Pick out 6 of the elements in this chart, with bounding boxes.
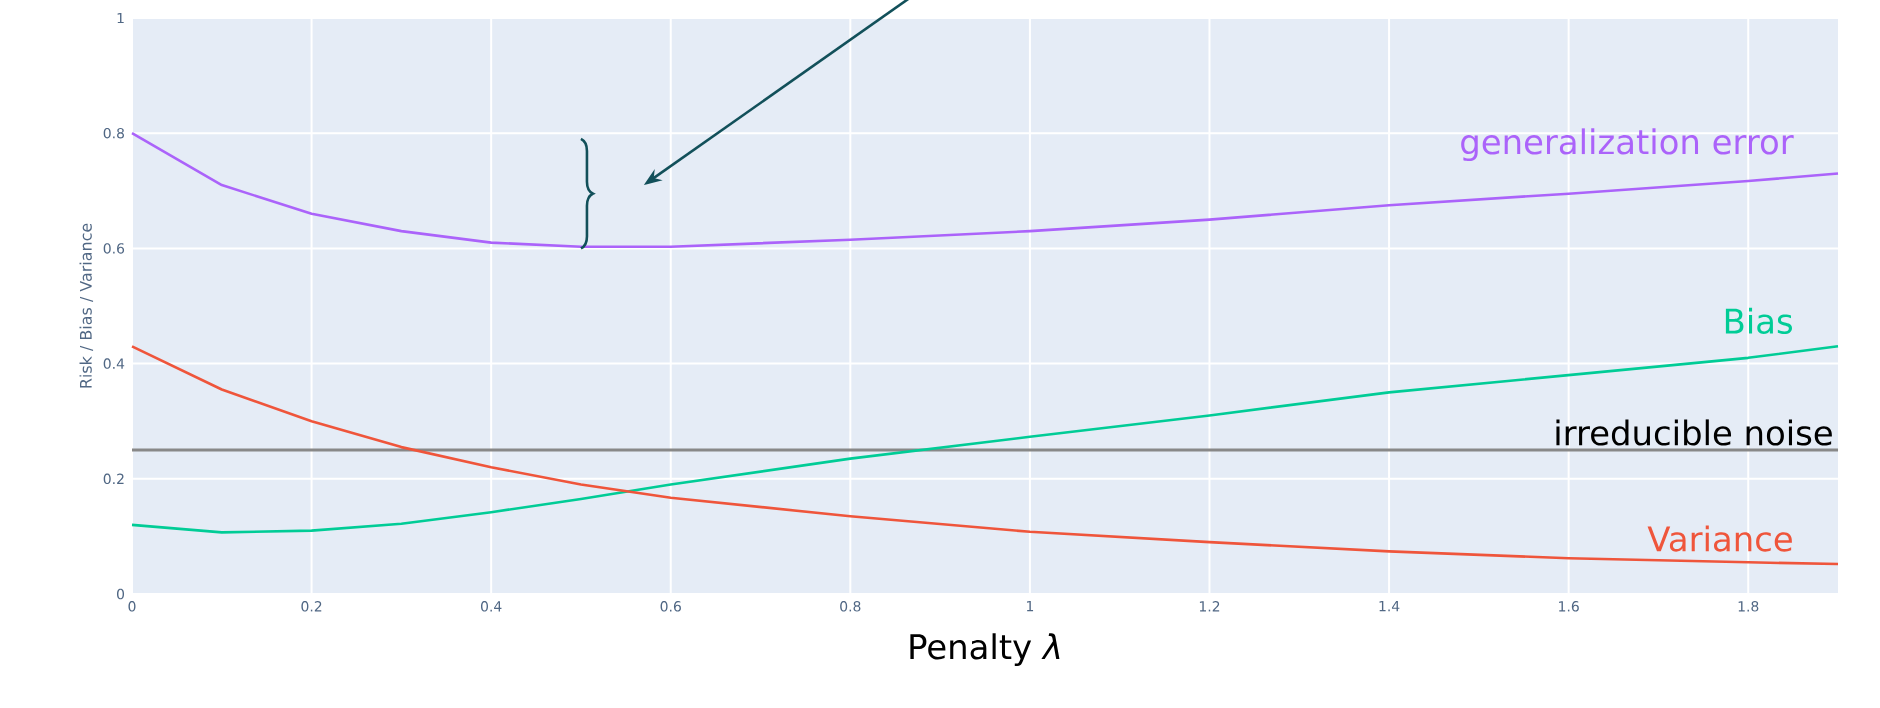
series-label: generalization error xyxy=(1461,128,1794,162)
ref-line-label: irreducible noise xyxy=(1556,419,1832,446)
x-axis-title: Penalty λ xyxy=(910,633,1060,667)
line-series xyxy=(130,131,1840,248)
series-label: Bias xyxy=(1725,307,1792,334)
series-label: Variance xyxy=(1647,525,1792,552)
